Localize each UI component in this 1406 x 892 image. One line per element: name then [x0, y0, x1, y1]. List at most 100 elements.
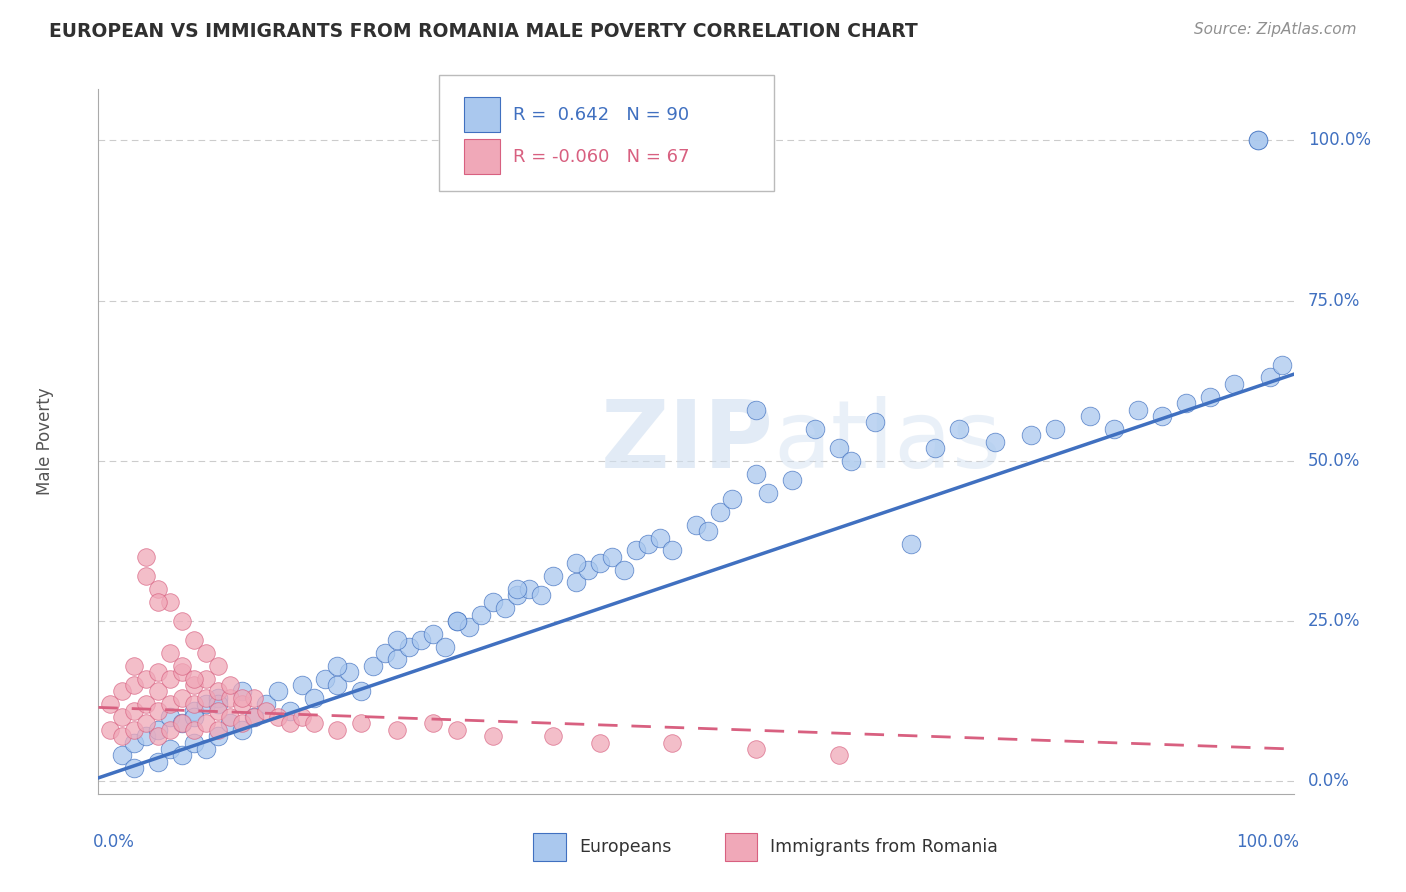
Point — [172, 716, 194, 731]
Point — [1247, 133, 1270, 147]
Point — [195, 716, 218, 731]
Point — [148, 684, 170, 698]
Point — [745, 402, 768, 417]
Point — [254, 704, 277, 718]
Point — [446, 614, 468, 628]
Point — [172, 690, 194, 705]
Point — [172, 716, 194, 731]
Point — [135, 729, 157, 743]
Point — [541, 569, 564, 583]
Point — [219, 710, 242, 724]
Point — [422, 716, 444, 731]
Text: EUROPEAN VS IMMIGRANTS FROM ROMANIA MALE POVERTY CORRELATION CHART: EUROPEAN VS IMMIGRANTS FROM ROMANIA MALE… — [49, 22, 918, 41]
Point — [385, 652, 409, 666]
Point — [685, 517, 707, 532]
Point — [385, 633, 409, 648]
Text: Male Poverty: Male Poverty — [35, 388, 53, 495]
Point — [278, 716, 301, 731]
Text: 0.0%: 0.0% — [93, 832, 135, 851]
Point — [900, 537, 922, 551]
Point — [865, 415, 887, 429]
Point — [385, 723, 409, 737]
Point — [1019, 428, 1042, 442]
Point — [422, 626, 444, 640]
Point — [148, 704, 170, 718]
Text: 50.0%: 50.0% — [1308, 451, 1360, 470]
Text: ZIP: ZIP — [600, 395, 773, 488]
Point — [434, 640, 457, 654]
Point — [148, 665, 170, 680]
Point — [172, 748, 194, 763]
Point — [1104, 422, 1126, 436]
FancyBboxPatch shape — [464, 139, 501, 175]
Point — [207, 723, 229, 737]
Point — [159, 710, 181, 724]
Point — [506, 588, 529, 602]
Point — [254, 697, 277, 711]
Point — [207, 697, 229, 711]
Point — [111, 710, 134, 724]
Point — [339, 665, 361, 680]
Point — [124, 658, 146, 673]
Point — [756, 485, 779, 500]
Point — [470, 607, 492, 622]
Point — [183, 697, 205, 711]
Point — [565, 575, 588, 590]
Point — [494, 601, 516, 615]
Point — [350, 684, 373, 698]
Point — [828, 748, 851, 763]
Point — [302, 690, 325, 705]
Point — [207, 684, 229, 698]
Point — [207, 658, 229, 673]
Point — [172, 665, 194, 680]
Point — [231, 723, 253, 737]
Point — [350, 716, 373, 731]
Point — [267, 684, 290, 698]
FancyBboxPatch shape — [464, 97, 501, 132]
Point — [541, 729, 564, 743]
Point — [219, 716, 242, 731]
Point — [948, 422, 970, 436]
Point — [183, 736, 205, 750]
Point — [745, 742, 768, 756]
Point — [302, 716, 325, 731]
Point — [183, 710, 205, 724]
Point — [517, 582, 540, 596]
Point — [924, 441, 946, 455]
Point — [159, 646, 181, 660]
Point — [804, 422, 827, 436]
Text: atlas: atlas — [773, 395, 1002, 488]
FancyBboxPatch shape — [724, 832, 756, 861]
Point — [148, 729, 170, 743]
Point — [159, 697, 181, 711]
Point — [481, 595, 505, 609]
Point — [111, 729, 134, 743]
Point — [374, 646, 396, 660]
Point — [315, 672, 337, 686]
Point — [148, 595, 170, 609]
Point — [243, 690, 266, 705]
FancyBboxPatch shape — [533, 832, 565, 861]
Point — [267, 710, 290, 724]
Point — [721, 492, 744, 507]
Text: 0.0%: 0.0% — [1308, 772, 1350, 790]
Point — [1247, 133, 1270, 147]
Text: 25.0%: 25.0% — [1308, 612, 1361, 630]
Point — [326, 723, 349, 737]
Point — [326, 658, 349, 673]
Point — [589, 736, 612, 750]
Text: Europeans: Europeans — [579, 838, 671, 855]
Point — [578, 563, 600, 577]
Point — [648, 531, 672, 545]
Point — [481, 729, 505, 743]
Point — [135, 697, 157, 711]
FancyBboxPatch shape — [439, 75, 773, 192]
Point — [183, 672, 205, 686]
Text: R =  0.642   N = 90: R = 0.642 N = 90 — [513, 105, 689, 124]
Point — [159, 672, 181, 686]
Point — [626, 543, 648, 558]
Text: 75.0%: 75.0% — [1308, 292, 1360, 310]
Point — [278, 704, 301, 718]
Point — [231, 690, 253, 705]
Point — [530, 588, 553, 602]
